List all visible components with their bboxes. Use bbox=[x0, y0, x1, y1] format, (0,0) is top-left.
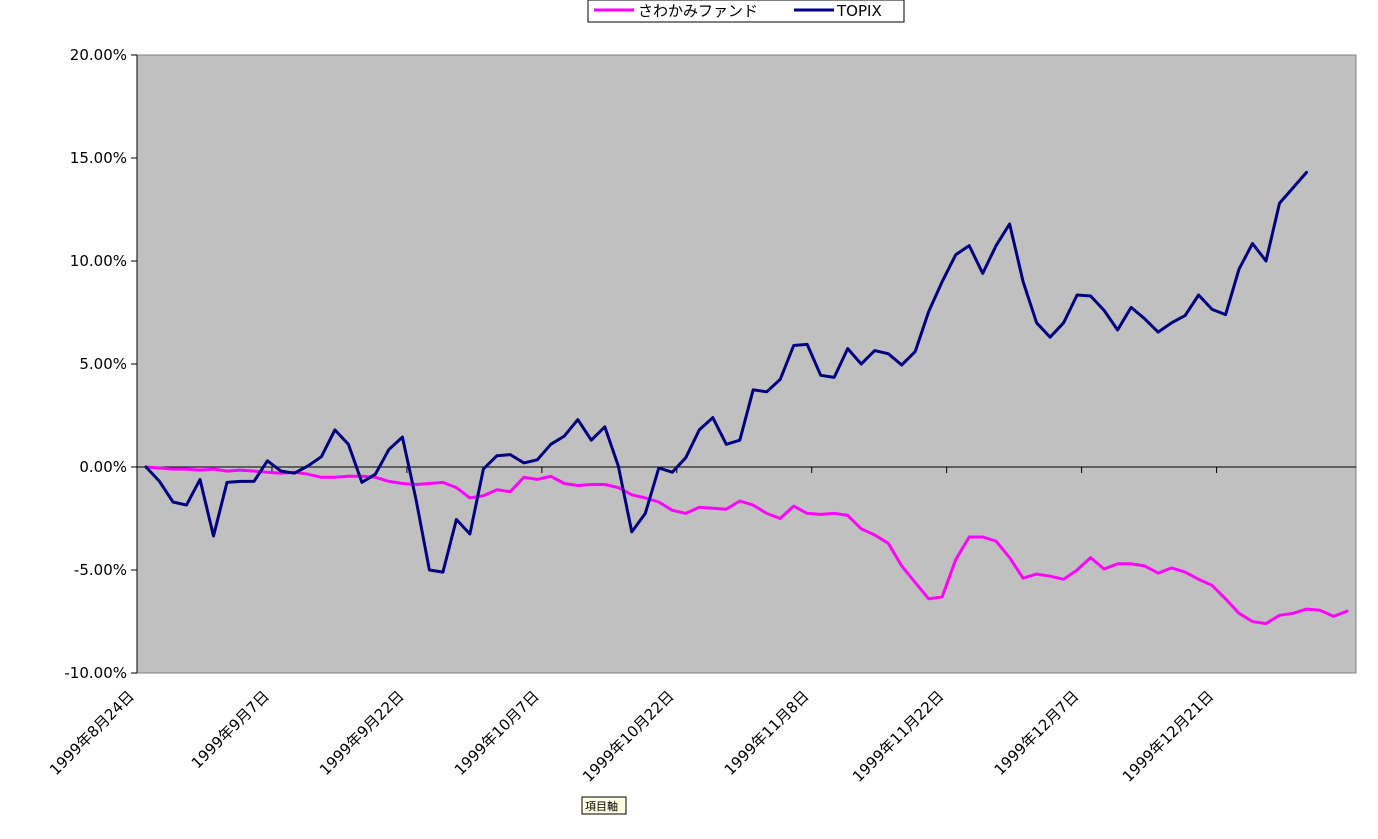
legend-box bbox=[587, 0, 905, 23]
y-tick-label: 0.00% bbox=[79, 458, 127, 476]
plot-area[interactable] bbox=[136, 54, 1357, 674]
legend[interactable]: さわかみファンド TOPIX bbox=[587, 0, 905, 23]
y-tick-label: 15.00% bbox=[70, 149, 127, 167]
y-tick-label: 20.00% bbox=[70, 46, 127, 64]
axis-tooltip-box bbox=[581, 796, 627, 815]
axis-tooltip: 項目軸 bbox=[581, 796, 627, 815]
y-axis: 20.00% 15.00% 10.00% 5.00% 0.00% -5.00% -10.00… bbox=[64, 46, 138, 682]
axis-tooltip-label: 項目軸 bbox=[585, 799, 618, 813]
y-tick-label: 5.00% bbox=[79, 355, 127, 373]
legend-label-topix: TOPIX bbox=[836, 2, 882, 20]
y-tick-label: 10.00% bbox=[70, 252, 127, 270]
series-line-topix[interactable] bbox=[144, 170, 1308, 574]
legend-label-sawakami: さわかみファンド bbox=[638, 2, 758, 20]
y-tick-label: -10.00% bbox=[64, 664, 127, 682]
y-tick-label: -5.00% bbox=[74, 561, 127, 579]
series-layer bbox=[144, 170, 1349, 626]
series-line-sawakami[interactable] bbox=[144, 465, 1349, 626]
